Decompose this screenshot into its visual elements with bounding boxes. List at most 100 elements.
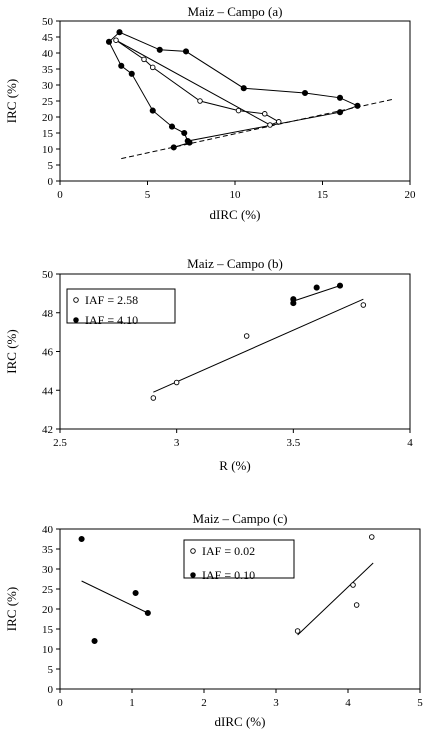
open-data-point	[197, 98, 203, 104]
x-axis-label: dIRC (%)	[210, 207, 261, 222]
open-data-point	[276, 119, 282, 125]
chart-title: Maiz – Campo (b)	[187, 256, 283, 271]
x-tick-label: 3	[174, 437, 180, 449]
filled-data-point	[290, 296, 297, 303]
legend-box	[66, 288, 176, 324]
regression-line	[153, 298, 364, 393]
open-data-point	[113, 37, 119, 43]
regression-line	[81, 580, 149, 614]
series-1	[150, 298, 367, 401]
y-tick-label: 35	[42, 64, 54, 76]
series-line	[108, 31, 359, 142]
y-tick-label: 40	[42, 48, 54, 60]
filled-data-point	[149, 107, 156, 114]
legend-label: IAF = 0.10	[202, 568, 255, 582]
y-tick-label: 44	[42, 385, 54, 397]
chart-panel-3: Maiz – Campo (c) 0 1 2 3 4 5 0 5 10 15 20 25 30 35 40 dI…	[4, 511, 423, 729]
x-tick-label: 10	[230, 189, 242, 201]
series-2	[113, 37, 282, 128]
open-data-point	[360, 302, 367, 308]
open-data-point	[243, 333, 250, 339]
filled-data-point	[240, 85, 247, 92]
y-tick-label: 10	[42, 144, 54, 156]
series-3	[170, 139, 193, 151]
chart-title: Maiz – Campo (c)	[193, 511, 288, 526]
y-tick-label: 0	[48, 176, 54, 188]
open-data-point	[235, 107, 242, 114]
open-data-point	[353, 602, 360, 608]
series-1	[105, 29, 361, 145]
legend: IAF = 0.02 IAF = 0.10	[183, 539, 295, 582]
y-tick-label: 15	[42, 624, 54, 636]
x-tick-label: 1	[129, 697, 135, 709]
plot-frame	[59, 20, 411, 182]
y-tick-label: 20	[42, 112, 54, 124]
y-axis-label: IRC (%)	[4, 587, 19, 631]
legend-label: IAF = 2.58	[85, 293, 138, 307]
y-tick-label: 0	[48, 684, 54, 696]
x-tick-label: 0	[57, 189, 63, 201]
series-2	[290, 282, 344, 307]
y-tick-label: 5	[48, 160, 54, 172]
x-tick-label: 2.5	[53, 437, 67, 449]
filled-data-point	[336, 282, 344, 289]
x-tick-label: 5	[145, 189, 151, 201]
y-tick-label: 45	[42, 32, 54, 44]
x-axis-label: dIRC (%)	[215, 714, 266, 729]
y-tick-label: 30	[42, 564, 54, 576]
open-data-point	[350, 582, 356, 588]
y-tick-label: 15	[42, 128, 54, 140]
filled-data-point	[354, 102, 361, 109]
x-tick-label: 0	[57, 697, 63, 709]
y-tick-label: 30	[42, 80, 54, 92]
legend-open-marker	[73, 297, 79, 303]
y-tick-label: 25	[42, 584, 54, 596]
y-tick-label: 46	[42, 347, 54, 359]
y-tick-label: 42	[42, 424, 53, 436]
y-tick-label: 35	[42, 544, 54, 556]
filled-data-point	[128, 70, 135, 77]
legend-filled-marker	[73, 317, 79, 323]
legend-label: IAF = 0.02	[202, 544, 255, 558]
open-data-point	[369, 534, 375, 540]
x-tick-label: 4	[345, 697, 351, 709]
chart-panel-2: Maiz – Campo (b) 2.5 3 3.5 4 42 44 46 48 50 R (%) I…	[4, 256, 413, 473]
series-1	[294, 534, 375, 636]
filled-data-point	[91, 637, 98, 645]
legend-open-marker	[190, 548, 196, 554]
x-tick-label: 3.5	[286, 437, 300, 449]
filled-data-point	[168, 123, 176, 130]
legend-filled-marker	[190, 572, 196, 578]
open-data-point	[141, 56, 147, 63]
legend: IAF = 2.58 IAF = 4.10	[66, 288, 176, 327]
filled-data-point	[118, 62, 125, 69]
series-line	[115, 39, 280, 126]
filled-data-point	[116, 29, 123, 36]
filled-data-point	[132, 589, 139, 597]
y-tick-label: 50	[42, 269, 54, 281]
y-tick-label: 5	[48, 664, 54, 676]
filled-data-point	[105, 38, 113, 45]
filled-data-point	[186, 139, 193, 146]
regression-line	[297, 562, 374, 636]
filled-data-point	[336, 94, 344, 101]
open-data-point	[173, 379, 180, 386]
y-tick-label: 40	[42, 524, 54, 536]
x-tick-label: 4	[407, 437, 413, 449]
chart-panel-1: Maiz – Campo (a) 0 5 10 15 20 0 5 10 15 20 25 30 35 40…	[4, 4, 416, 222]
filled-data-point	[301, 89, 309, 97]
filled-data-point	[313, 284, 320, 291]
filled-data-point	[181, 129, 188, 137]
y-tick-label: 50	[42, 16, 54, 28]
y-tick-label: 48	[42, 308, 54, 320]
filled-data-point	[78, 535, 85, 543]
x-axis-label: R (%)	[219, 458, 250, 473]
open-data-point	[149, 64, 156, 71]
filled-data-point	[156, 46, 163, 53]
filled-data-point	[144, 609, 151, 617]
x-tick-label: 2	[201, 697, 207, 709]
filled-data-point	[182, 48, 190, 55]
y-axis-label: IRC (%)	[4, 79, 19, 123]
filled-data-point	[336, 109, 344, 116]
